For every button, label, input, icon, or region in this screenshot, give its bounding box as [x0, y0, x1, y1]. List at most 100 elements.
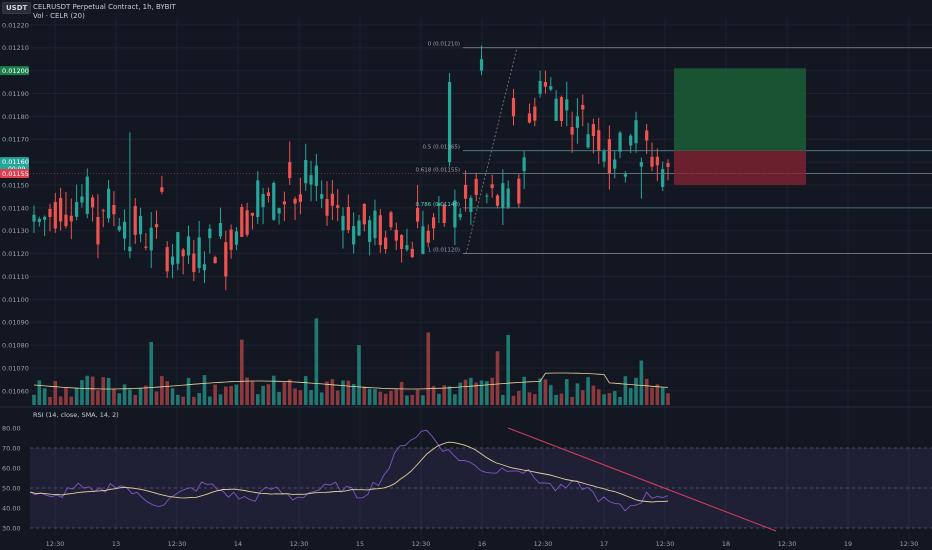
candle-body	[325, 199, 329, 216]
symbol-title[interactable]: CELRUSDT Perpetual Contract, 1h, BYBIT	[33, 3, 176, 11]
volume-bar	[160, 376, 164, 405]
candle	[53, 192, 57, 233]
candle	[298, 177, 302, 215]
candle-body	[463, 184, 468, 199]
candle	[362, 203, 366, 232]
volume-bar	[628, 388, 633, 405]
candle	[511, 88, 516, 126]
candle	[101, 208, 105, 228]
volume-bar	[298, 390, 303, 405]
volume-bar	[53, 381, 58, 405]
candle	[410, 241, 414, 258]
candle-body	[421, 226, 425, 254]
volume-bar	[101, 377, 106, 405]
volume-bar	[570, 396, 574, 405]
volume-bar	[128, 389, 132, 405]
candle-body	[405, 245, 409, 250]
price-tick-label: 0.01180	[2, 113, 29, 121]
candle-body	[261, 194, 265, 208]
volume-bar	[149, 342, 154, 405]
symbol-badge[interactable]: USDT	[2, 2, 32, 14]
candle	[282, 191, 287, 221]
time-label: 12:30	[900, 540, 919, 548]
volume-bar	[522, 376, 526, 405]
volume-ma-line	[33, 372, 669, 390]
volume-bar	[495, 351, 500, 405]
price-tick-label: 0.01070	[2, 364, 29, 372]
candle-body	[618, 132, 622, 152]
volume-bar	[554, 394, 558, 405]
candle-body	[394, 229, 398, 241]
candle	[639, 157, 643, 199]
volume-bar	[580, 390, 585, 405]
volume-bar	[319, 392, 324, 405]
candle-body	[581, 104, 585, 110]
volume-bar	[133, 394, 138, 405]
price-tick-label: 0.01080	[2, 342, 29, 350]
price-badge: 0.01155	[0, 169, 29, 179]
candle	[490, 174, 494, 198]
candle	[645, 123, 649, 155]
volume-bar	[255, 394, 260, 405]
candle-body	[346, 206, 350, 231]
candle	[133, 198, 137, 244]
volume-bar	[612, 391, 617, 405]
volume-bar	[346, 380, 351, 405]
candle	[261, 187, 265, 225]
candle-body	[218, 222, 223, 237]
rsi-ma-line	[29, 441, 669, 503]
candle-body	[543, 82, 548, 87]
candle-body	[362, 203, 366, 225]
candle-body	[368, 220, 372, 242]
volume-bar	[623, 376, 628, 405]
candle	[320, 180, 324, 208]
rsi-title: RSI (14, close, SMA, 14, 2)	[33, 411, 119, 419]
candle	[458, 207, 462, 221]
candle-body	[277, 208, 281, 214]
candle-body	[533, 106, 537, 121]
volume-bar	[410, 394, 415, 405]
price-badge: 0.01200	[0, 66, 29, 76]
volume-title[interactable]: Vol · CELR (20)	[33, 12, 85, 20]
candle	[181, 248, 185, 275]
candle	[549, 77, 553, 92]
candle-body	[176, 232, 180, 264]
volume-bar	[37, 380, 42, 405]
candle-body	[501, 183, 505, 209]
candle	[165, 241, 169, 278]
volume-bar	[458, 382, 463, 405]
candle	[591, 118, 596, 154]
time-label: 12:30	[534, 540, 553, 548]
rsi-tick-label: 50.00	[2, 485, 21, 493]
rsi-pane	[29, 427, 932, 532]
candle	[463, 170, 468, 212]
candle-body	[85, 176, 89, 214]
candle-body	[447, 82, 452, 163]
time-label: 12:30	[290, 540, 309, 548]
volume-bar	[192, 396, 196, 405]
candle	[597, 117, 601, 164]
price-tick-label: 0.01150	[2, 181, 29, 189]
candle	[293, 196, 297, 221]
volume-bar	[564, 379, 569, 405]
candle	[288, 141, 292, 185]
rsi-tick-label: 40.00	[2, 505, 21, 513]
volume-bar	[373, 389, 377, 405]
volume-bar	[527, 392, 532, 405]
candle	[506, 180, 510, 209]
volume-bar	[309, 390, 313, 405]
candle	[96, 194, 100, 259]
volume-bar	[170, 388, 175, 405]
volume-bar	[394, 389, 399, 405]
candle-body	[80, 196, 84, 203]
volume-bar	[165, 381, 169, 405]
candle	[469, 195, 473, 225]
volume-bar	[96, 390, 100, 405]
candle-body	[586, 134, 590, 148]
candle	[59, 187, 63, 231]
volume-bar	[655, 384, 660, 405]
volume-bar	[186, 377, 191, 405]
candle-body	[458, 213, 462, 218]
candle-body	[410, 248, 414, 258]
